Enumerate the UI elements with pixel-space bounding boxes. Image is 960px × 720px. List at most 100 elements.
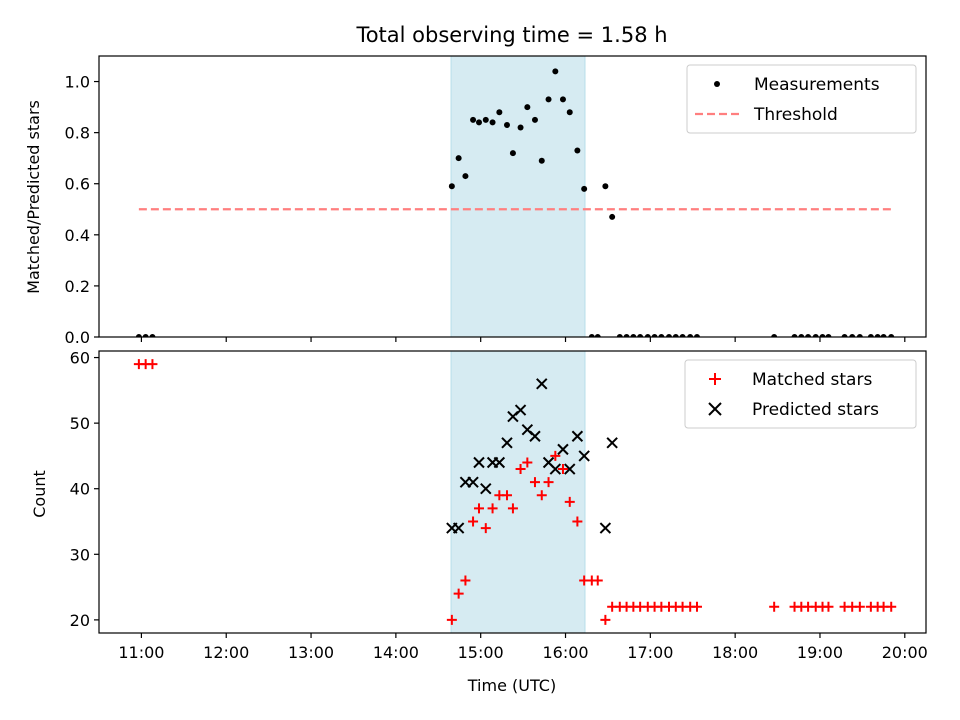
- panel-1-legend: Measurements Threshold: [686, 64, 917, 134]
- measurements-point: [559, 96, 566, 103]
- measurements-point: [552, 68, 559, 75]
- measurements-point: [581, 185, 588, 192]
- y-tick-label: 0.8: [65, 124, 90, 143]
- measurements-point: [849, 334, 856, 337]
- measurements-point: [665, 334, 672, 337]
- predicted-stars-point: [536, 378, 548, 390]
- y-tick-label: 0.0: [65, 328, 90, 347]
- panel-2-plot-area: [133, 351, 897, 633]
- y-tick-label: 0.4: [65, 226, 90, 245]
- legend-marker: [714, 81, 720, 87]
- measurements-point: [602, 183, 609, 190]
- legend-box: [684, 359, 917, 429]
- matched-stars-point: [468, 516, 479, 527]
- measurements-point: [538, 157, 545, 164]
- y-tick-label: 50: [70, 414, 90, 433]
- predicted-stars-point: [578, 450, 590, 462]
- measurements-point: [588, 334, 595, 337]
- measurements-point: [489, 119, 496, 126]
- predicted-stars-point: [557, 443, 569, 456]
- predicted-stars-point: [606, 437, 618, 449]
- x-tick-label: 12:00: [203, 643, 249, 662]
- measurements-point: [509, 150, 516, 157]
- measurements-point: [798, 334, 805, 337]
- y-tick-label: 0.2: [65, 277, 90, 296]
- measurements-point: [149, 334, 156, 337]
- measurements-point: [503, 121, 510, 128]
- measurements-point: [135, 334, 142, 337]
- panel-1-frame: [98, 55, 927, 338]
- top-y-axis-label: Matched/Predicted stars: [24, 100, 43, 294]
- measurements-point: [644, 334, 651, 337]
- measurements-point: [791, 334, 798, 337]
- legend-label: Threshold: [753, 105, 838, 125]
- x-tick-label: 17:00: [627, 643, 673, 662]
- measurements-point: [867, 334, 874, 337]
- measurements-point: [448, 183, 455, 190]
- measurements-point: [524, 104, 531, 111]
- predicted-stars-point: [452, 522, 465, 534]
- predicted-stars-point: [599, 522, 612, 534]
- measurements-point: [574, 147, 581, 154]
- measurements-point: [874, 334, 881, 337]
- measurements-point: [462, 173, 469, 180]
- predicted-stars-point: [564, 463, 576, 475]
- measurements-point: [888, 334, 895, 337]
- x-axis-label: Time (UTC): [467, 676, 556, 695]
- measurements-point: [771, 334, 778, 337]
- x-tick-label: 16:00: [542, 643, 588, 662]
- predicted-stars-point: [529, 430, 541, 442]
- legend-marker: [708, 402, 722, 416]
- matched-stars-point: [501, 490, 512, 501]
- legend-marker: [709, 373, 721, 385]
- measurements-point: [517, 124, 524, 131]
- matched-stars-point: [480, 523, 491, 534]
- measurements-point: [819, 334, 826, 337]
- predicted-stars-point: [480, 483, 492, 495]
- legend-label: Measurements: [754, 75, 880, 95]
- x-tick-label: 15:00: [458, 643, 504, 662]
- legend-label: Predicted stars: [752, 400, 879, 420]
- matched-stars-point: [592, 575, 603, 586]
- y-tick-label: 1.0: [65, 73, 90, 92]
- x-tick-label: 18:00: [712, 643, 758, 662]
- measurements-point: [455, 155, 462, 162]
- matched-stars-point: [550, 450, 561, 461]
- matched-stars-point: [460, 575, 471, 586]
- measurements-point: [651, 334, 658, 337]
- measurements-point: [630, 334, 637, 337]
- measurements-point: [475, 119, 482, 126]
- matched-stars-point: [487, 503, 498, 514]
- y-tick-label: 30: [70, 545, 90, 564]
- measurements-point: [687, 334, 694, 337]
- legend-box: [686, 64, 917, 134]
- measurements-point: [841, 334, 848, 337]
- measurements-point: [545, 96, 552, 103]
- matched-stars-point: [473, 503, 484, 514]
- y-tick-label: 20: [70, 611, 90, 630]
- measurements-point: [616, 334, 623, 337]
- plot-layer: 0.0 0.2 0.4 0.6 0.8 1.0 Measurements Threshold 2…: [65, 55, 928, 662]
- panel-2-legend: Matched stars Predicted stars: [684, 359, 917, 429]
- predicted-stars-point: [501, 437, 513, 449]
- measurements-point: [658, 334, 665, 337]
- measurements-point: [566, 109, 573, 116]
- measurements-point: [693, 334, 700, 337]
- matched-stars-point: [572, 516, 583, 527]
- x-tick-label: 11:00: [118, 643, 164, 662]
- matched-stars-point: [453, 588, 464, 599]
- measurements-point: [637, 334, 644, 337]
- matched-stars-point: [543, 477, 554, 488]
- matched-stars-point: [600, 614, 611, 625]
- bottom-y-axis-label: Count: [30, 470, 49, 518]
- measurements-point: [825, 334, 832, 337]
- measurements-point: [594, 334, 601, 337]
- matched-stars-point: [446, 614, 457, 625]
- chart-title: Total observing time = 1.58 h: [355, 23, 667, 47]
- y-tick-label: 40: [70, 480, 90, 499]
- measurements-point: [470, 116, 477, 123]
- matched-stars-point: [147, 359, 158, 370]
- measurements-point: [623, 334, 630, 337]
- observing-window-span: [450, 351, 586, 633]
